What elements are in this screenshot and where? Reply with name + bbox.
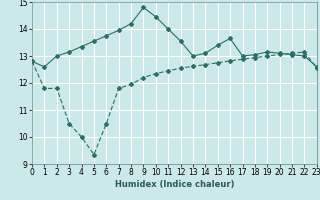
- X-axis label: Humidex (Indice chaleur): Humidex (Indice chaleur): [115, 180, 234, 189]
